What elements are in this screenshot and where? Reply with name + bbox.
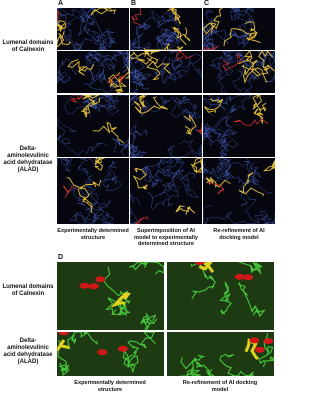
structure-image — [203, 158, 275, 224]
structure-image — [203, 8, 275, 50]
structure-image — [203, 95, 275, 157]
row-label: Delta-aminolevulinic acid dehydratase (A… — [3, 146, 53, 173]
structure-image — [203, 51, 275, 93]
column-caption: Experimentally determined structure — [74, 380, 146, 393]
structure-image — [57, 332, 164, 376]
column-caption: Superimposition of AI model to experimen… — [133, 228, 199, 247]
row-label: Lumenal domains of Calnexin — [2, 40, 54, 53]
structure-image — [167, 262, 274, 330]
structure-image — [57, 262, 164, 330]
structure-image — [167, 332, 274, 376]
panel-label: C — [204, 0, 210, 7]
structure-image — [130, 158, 202, 224]
row-label: Lumenal domains of Calnexin — [2, 284, 54, 297]
structure-image — [57, 95, 129, 157]
structure-image — [130, 51, 202, 93]
figure: A B C D Lumenal domains of Calnexin Delt… — [2, 0, 275, 393]
structure-image — [57, 51, 129, 93]
panel-label: A — [58, 0, 64, 7]
column-caption: Experimentally determined structure — [57, 228, 129, 241]
structure-image — [57, 8, 129, 50]
panel-label: D — [58, 254, 64, 261]
structure-image — [57, 158, 129, 224]
row-label: Delta-aminolevulinic acid dehydratase (A… — [3, 338, 53, 365]
column-caption: Re-refinement of AI docking model — [182, 380, 258, 393]
panel-label: B — [131, 0, 137, 7]
structure-image — [130, 95, 202, 157]
column-caption: Re-refinement of AI docking model — [213, 228, 265, 241]
structure-image — [130, 8, 202, 50]
